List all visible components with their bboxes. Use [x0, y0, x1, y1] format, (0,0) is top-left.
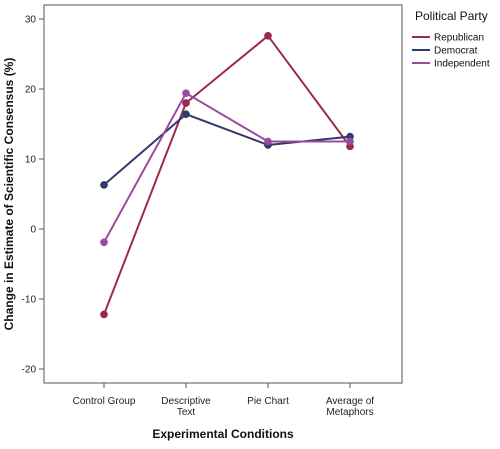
data-point-democrat [182, 110, 190, 119]
data-point-republican [264, 31, 272, 40]
y-tick-label: 30 [25, 15, 37, 26]
data-point-republican [100, 310, 108, 319]
x-tick-label: Average of [326, 396, 374, 407]
y-tick-label: 0 [30, 225, 36, 236]
y-tick-label: -10 [22, 295, 37, 306]
x-tick-label: Pie Chart [247, 396, 289, 407]
axes: -20 -10 0 10 20 30 Control Group DescriptiveTex… [2, 4, 403, 441]
data-point-independent [182, 89, 190, 98]
y-tick-label: 20 [25, 85, 37, 96]
legend-label: Republican [434, 33, 484, 44]
x-tick-label: Descriptive [161, 396, 211, 407]
y-tick-label: -20 [22, 365, 37, 376]
y-tick-label: 10 [25, 155, 37, 166]
legend-title: Political Party [415, 9, 488, 23]
legend-label: Independent [434, 59, 490, 70]
y-axis-title: Change in Estimate of Scientific Consens… [2, 58, 16, 331]
legend-label: Democrat [434, 46, 478, 57]
x-tick-label: Text [177, 407, 196, 418]
data-point-democrat [100, 181, 108, 189]
data-point-republican [182, 99, 190, 107]
series-line-republican [103, 34, 351, 315]
data-point-independent [346, 137, 354, 146]
series-line-independent [103, 92, 350, 243]
plot-frame [43, 4, 403, 384]
x-axis-title: Experimental Conditions [152, 427, 294, 441]
x-tick-label: Control Group [73, 396, 136, 407]
data-point-independent [264, 137, 272, 146]
data-point-independent [100, 238, 108, 247]
x-tick-label: Metaphors [326, 407, 373, 418]
legend: Political Party Republican Democrat Indepen… [412, 9, 490, 70]
series-group [100, 31, 354, 319]
